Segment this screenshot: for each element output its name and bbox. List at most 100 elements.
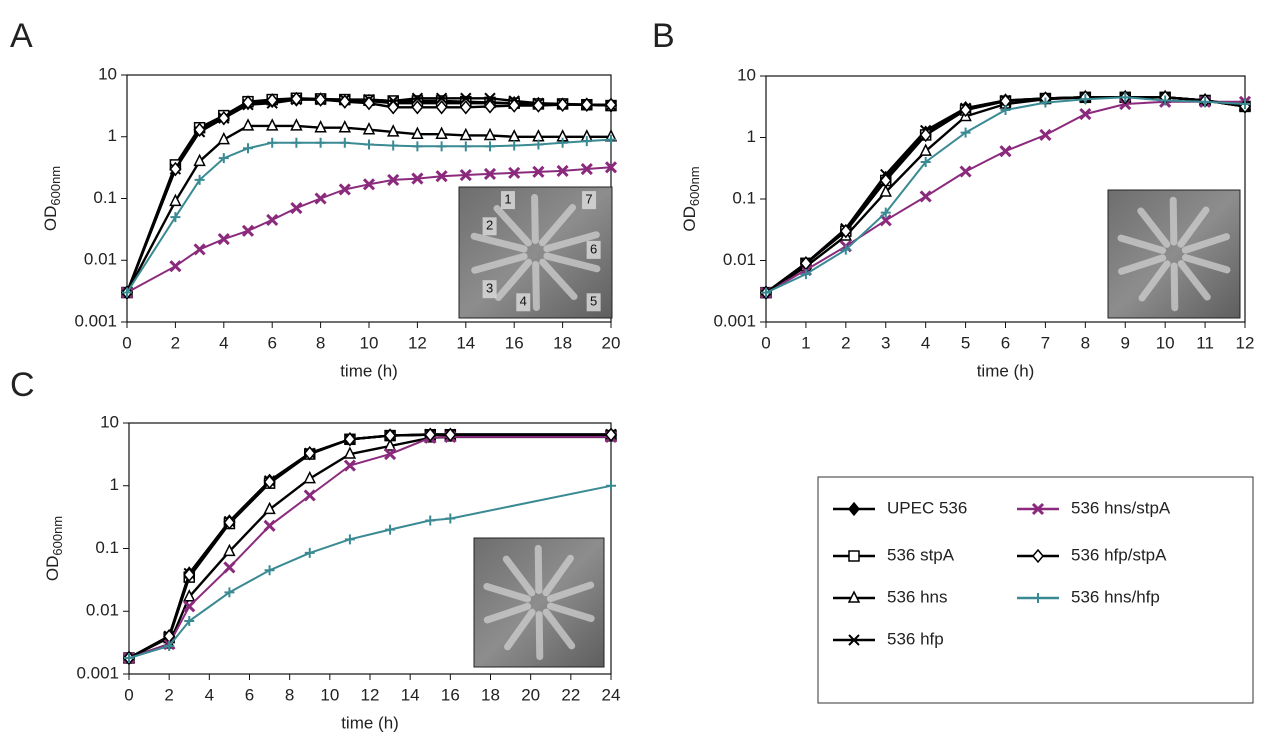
marker (920, 156, 931, 167)
x-tick-label: 6 (245, 685, 254, 704)
marker (484, 99, 496, 114)
y-axis-label: OD600nm (43, 516, 65, 581)
colony-streak (1170, 262, 1179, 312)
panel-label: B (652, 17, 675, 55)
marker (241, 224, 255, 237)
marker (387, 100, 400, 115)
x-tick-label: 12 (1236, 333, 1255, 352)
y-tick-label: 0.1 (732, 188, 756, 207)
marker (761, 287, 771, 298)
x-tick-label: 0 (124, 685, 133, 704)
x-tick-label: 6 (267, 333, 276, 352)
x-axis-label: time (h) (977, 361, 1035, 380)
x-tick-label: 4 (219, 333, 228, 352)
x-tick-label: 14 (456, 333, 475, 352)
marker (435, 126, 448, 139)
x-tick-label: 10 (360, 333, 379, 352)
marker (314, 120, 327, 133)
y-tick-label: 0.01 (84, 250, 117, 269)
marker (604, 161, 618, 174)
y-axis-label-main: OD (41, 206, 60, 232)
inset-label-bg (482, 280, 497, 299)
x-tick-label: 12 (361, 685, 380, 704)
marker (424, 427, 437, 442)
colony-streak (1181, 254, 1231, 274)
marker (606, 480, 616, 491)
marker (1120, 92, 1131, 103)
marker (556, 97, 569, 112)
marker (1031, 502, 1045, 516)
colony-streak (546, 581, 595, 603)
inset-label-bg (586, 293, 601, 312)
marker (315, 137, 326, 148)
marker (183, 589, 196, 602)
marker (338, 183, 351, 196)
colony-streak (538, 204, 577, 247)
marker (960, 127, 971, 138)
marker (169, 193, 182, 207)
marker (1240, 99, 1250, 110)
marker (1033, 593, 1043, 603)
panel-label: C (10, 366, 35, 404)
x-tick-label: 8 (316, 333, 325, 352)
marker (218, 153, 229, 164)
x-tick-label: 22 (561, 685, 580, 704)
inset-label-bg (582, 191, 597, 210)
marker (483, 127, 497, 141)
marker (266, 93, 279, 108)
colony-streak (542, 554, 574, 597)
colony-streak (1118, 254, 1167, 275)
legend-label: 536 hfp (887, 629, 944, 648)
marker (242, 95, 254, 110)
marker (509, 140, 520, 151)
legend-label: 536 stpA (887, 545, 955, 564)
marker (164, 640, 175, 651)
inset-label-bg (500, 191, 515, 210)
colony-streak (542, 608, 576, 650)
marker (364, 139, 374, 150)
marker (124, 652, 134, 663)
marker (800, 269, 811, 280)
marker (388, 140, 399, 151)
x-tick-label: 5 (961, 333, 970, 352)
marker (580, 97, 593, 112)
series-line (126, 166, 612, 294)
x-tick-label: 16 (441, 685, 460, 704)
y-tick-label: 0.001 (76, 663, 119, 682)
inset-label: 7 (585, 192, 592, 207)
marker (343, 432, 356, 447)
marker (459, 168, 472, 182)
y-axis-label-main: OD (43, 556, 62, 582)
marker (411, 126, 424, 139)
marker (556, 164, 569, 177)
colony-streak (470, 232, 528, 253)
marker (122, 287, 132, 298)
marker (291, 137, 302, 148)
marker (386, 124, 400, 137)
marker (264, 565, 275, 576)
marker (412, 141, 423, 152)
inset-label-bg (482, 217, 497, 236)
legend-label: 536 hfp/stpA (1071, 545, 1167, 564)
marker (879, 184, 892, 197)
marker (362, 178, 376, 191)
marker (532, 98, 545, 113)
x-tick-label: 10 (1156, 333, 1175, 352)
marker (314, 92, 327, 107)
marker (183, 567, 196, 583)
x-tick-label: 11 (1196, 333, 1214, 352)
marker (183, 600, 196, 613)
x-tick-label: 4 (205, 685, 214, 704)
marker (435, 170, 448, 183)
x-tick-label: 10 (320, 685, 339, 704)
marker (435, 92, 448, 104)
colony-streak (493, 204, 532, 247)
marker (385, 524, 396, 535)
marker (263, 519, 276, 532)
colony-streak (1177, 206, 1210, 248)
colony-streak (1138, 260, 1171, 302)
marker (1000, 105, 1011, 115)
marker (193, 243, 206, 256)
marker (314, 192, 327, 205)
x-tick-label: 16 (505, 333, 524, 352)
